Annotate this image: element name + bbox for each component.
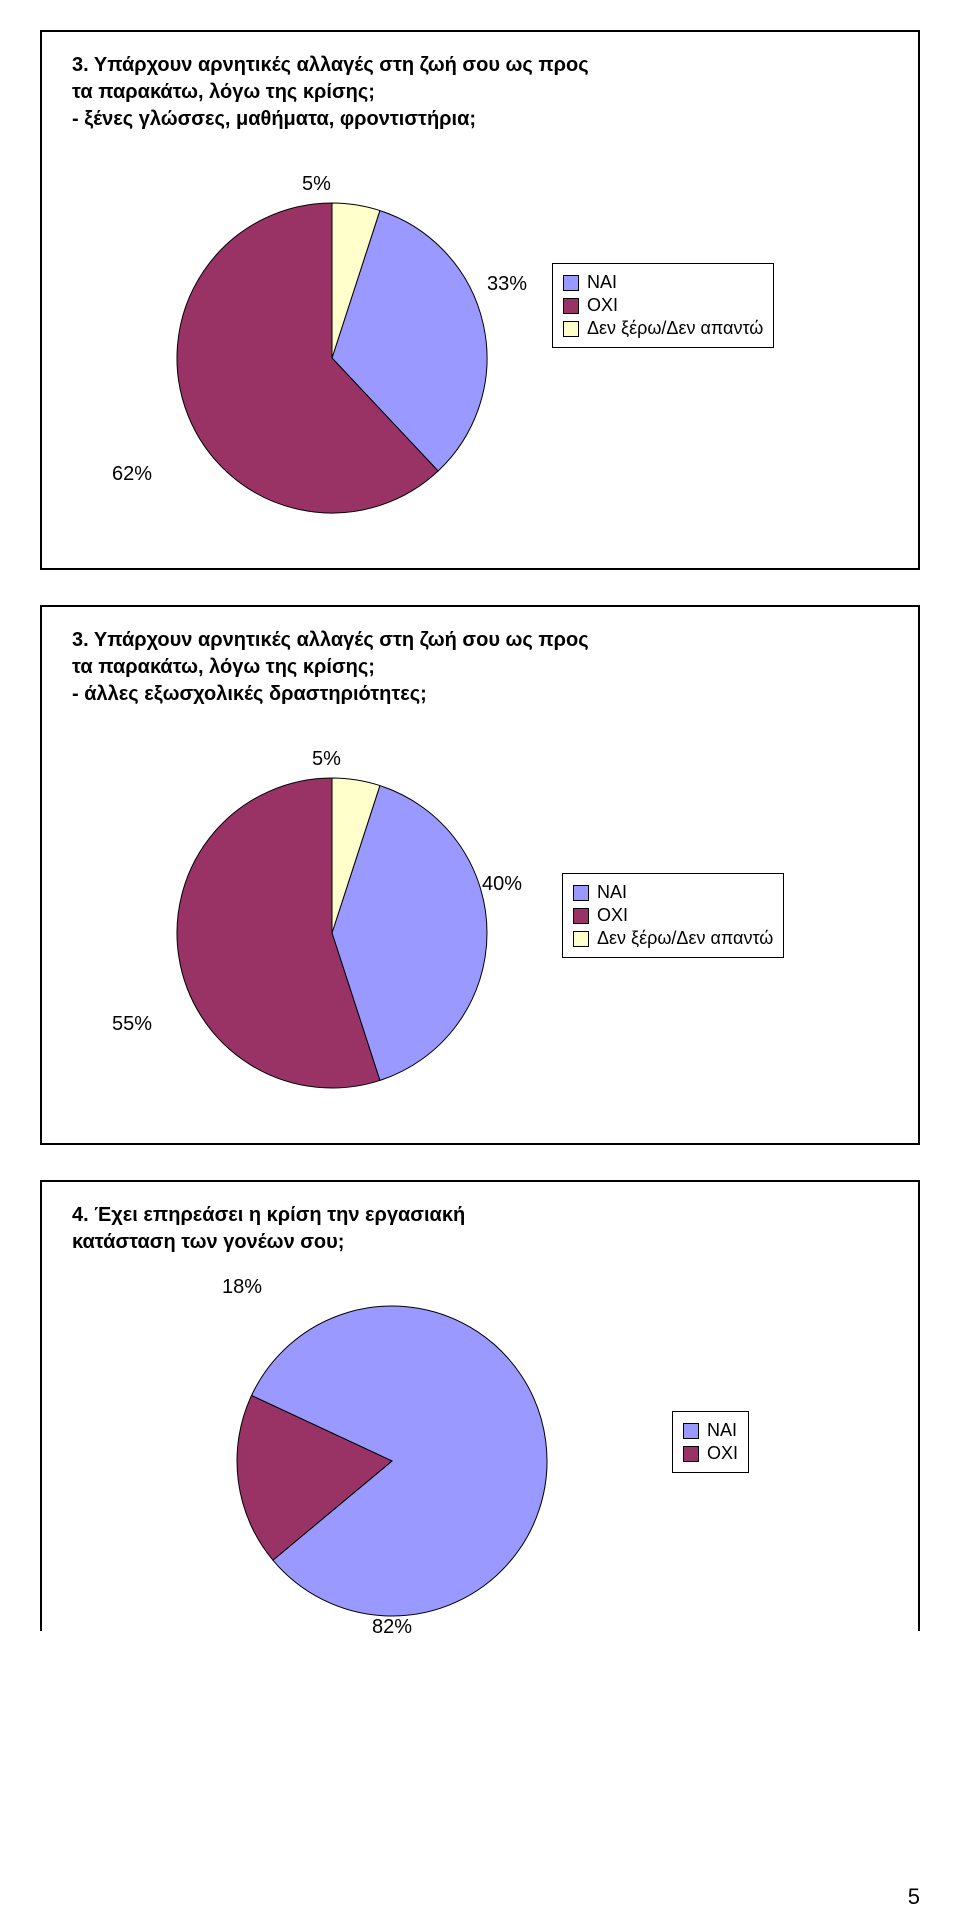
swatch-nai-icon xyxy=(683,1423,699,1439)
slice-label-oxi-2: 55% xyxy=(112,1013,152,1036)
chart-area-2: 40% 55% 5% ΝΑΙ ΟΧΙ Δεν ξέρω/Δεν απαντώ xyxy=(72,733,888,1113)
chart-panel-2: 3. Υπάρχουν αρνητικές αλλαγές στη ζωή σο… xyxy=(40,605,920,1145)
swatch-oxi-icon xyxy=(563,298,579,314)
legend-label: ΝΑΙ xyxy=(707,1420,737,1441)
chart-title-3: 4. Έχει επηρεάσει η κρίση την εργασιακή … xyxy=(72,1202,888,1256)
pie-chart-2 xyxy=(72,733,497,1098)
legend-item-dk: Δεν ξέρω/Δεν απαντώ xyxy=(573,928,773,949)
legend-item-nai: ΝΑΙ xyxy=(563,272,763,293)
slice-label-nai-2: 40% xyxy=(482,873,522,896)
legend-label: Δεν ξέρω/Δεν απαντώ xyxy=(597,928,773,949)
swatch-dk-icon xyxy=(563,321,579,337)
chart-panel-1: 3. Υπάρχουν αρνητικές αλλαγές στη ζωή σο… xyxy=(40,30,920,570)
legend-item-nai: ΝΑΙ xyxy=(683,1420,738,1441)
legend-label: ΟΧΙ xyxy=(597,905,628,926)
slice-label-dk-1: 5% xyxy=(302,173,331,196)
chart-title-2: 3. Υπάρχουν αρνητικές αλλαγές στη ζωή σο… xyxy=(72,627,888,708)
legend-item-oxi: ΟΧΙ xyxy=(683,1443,738,1464)
chart-title-1: 3. Υπάρχουν αρνητικές αλλαγές στη ζωή σο… xyxy=(72,52,888,133)
legend-item-oxi: ΟΧΙ xyxy=(563,295,763,316)
chart-panel-3: 4. Έχει επηρεάσει η κρίση την εργασιακή … xyxy=(40,1180,920,1631)
swatch-dk-icon xyxy=(573,931,589,947)
page-number: 5 xyxy=(908,1884,920,1910)
swatch-oxi-icon xyxy=(683,1446,699,1462)
legend-1: ΝΑΙ ΟΧΙ Δεν ξέρω/Δεν απαντώ xyxy=(552,263,774,348)
swatch-nai-icon xyxy=(573,885,589,901)
legend-3: ΝΑΙ ΟΧΙ xyxy=(672,1411,749,1473)
swatch-oxi-icon xyxy=(573,908,589,924)
slice-label-nai-3: 82% xyxy=(372,1616,412,1639)
legend-label: ΟΧΙ xyxy=(707,1443,738,1464)
legend-label: ΝΑΙ xyxy=(587,272,617,293)
slice-label-dk-2: 5% xyxy=(312,748,341,771)
legend-label: ΝΑΙ xyxy=(597,882,627,903)
legend-label: ΟΧΙ xyxy=(587,295,618,316)
legend-item-oxi: ΟΧΙ xyxy=(573,905,773,926)
slice-label-nai-1: 33% xyxy=(487,273,527,296)
legend-2: ΝΑΙ ΟΧΙ Δεν ξέρω/Δεν απαντώ xyxy=(562,873,784,958)
legend-item-dk: Δεν ξέρω/Δεν απαντώ xyxy=(563,318,763,339)
chart-area-1: 33% 62% 5% ΝΑΙ ΟΧΙ Δεν ξέρω/Δεν απαντώ xyxy=(72,158,888,538)
chart-area-3: 82% 18% ΝΑΙ ΟΧΙ xyxy=(72,1281,888,1621)
slice-label-oxi-3: 18% xyxy=(222,1276,262,1299)
swatch-nai-icon xyxy=(563,275,579,291)
legend-item-nai: ΝΑΙ xyxy=(573,882,773,903)
legend-label: Δεν ξέρω/Δεν απαντώ xyxy=(587,318,763,339)
pie-chart-3 xyxy=(72,1281,557,1626)
slice-label-oxi-1: 62% xyxy=(112,463,152,486)
